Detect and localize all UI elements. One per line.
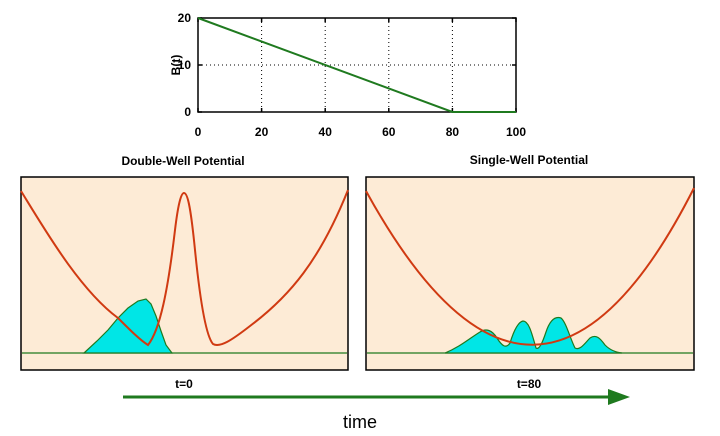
x-tick-label: 60 — [382, 125, 396, 139]
time-label-t0: t=0 — [175, 377, 193, 391]
chart-y-axis-label: B(t) — [169, 55, 183, 76]
double-well-background — [20, 176, 349, 371]
bt-chart: 0 20 40 60 80 100 0 10 20 B(t) — [169, 11, 526, 139]
y-tick-label: 0 — [184, 105, 191, 119]
single-well-title: Single-Well Potential — [470, 153, 588, 167]
x-tick-label: 80 — [446, 125, 460, 139]
x-tick-label: 40 — [319, 125, 333, 139]
chart-series — [197, 17, 516, 113]
x-tick-label: 20 — [255, 125, 269, 139]
x-tick-label: 0 — [195, 125, 202, 139]
time-arrow-head — [608, 389, 630, 405]
double-well-title: Double-Well Potential — [121, 154, 244, 168]
double-well-wavepacket — [82, 298, 174, 354]
chart-tick-labels: 0 20 40 60 80 100 0 10 20 — [178, 11, 527, 139]
time-label-t80: t=80 — [517, 377, 542, 391]
double-well-panel — [20, 176, 349, 371]
double-well-potential-curve — [20, 189, 349, 347]
single-well-potential-curve — [365, 187, 695, 346]
series-line-bt — [197, 17, 516, 113]
y-tick-label: 20 — [178, 11, 192, 25]
chart-grid — [198, 18, 516, 112]
y-tick-label: 10 — [178, 58, 192, 72]
chart-plot-area — [197, 17, 517, 113]
time-arrow — [123, 389, 630, 405]
x-tick-label: 100 — [506, 125, 526, 139]
single-well-panel — [365, 176, 695, 371]
time-axis-label: time — [343, 412, 377, 432]
